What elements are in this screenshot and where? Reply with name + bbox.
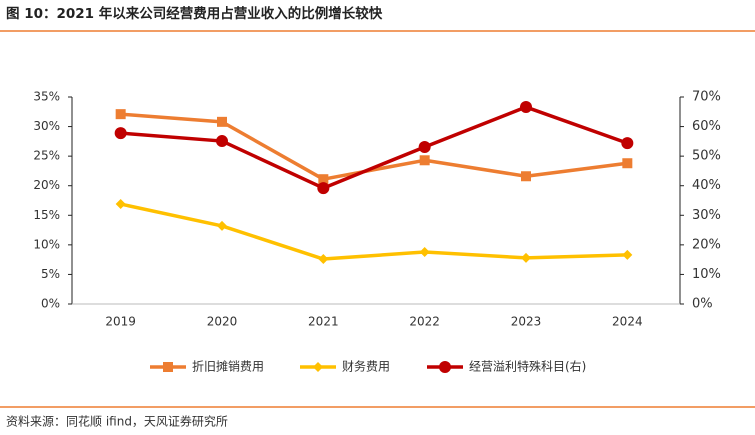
y-tick-label: 0% — [41, 297, 60, 311]
y2-tick-label: 50% — [692, 149, 721, 164]
y2-tick-label: 20% — [692, 237, 721, 252]
x-tick-label: 2020 — [207, 315, 238, 329]
y-tick-label: 5% — [41, 267, 60, 281]
marker-square — [318, 174, 329, 185]
marker-circle — [114, 127, 127, 140]
x-tick-label: 2024 — [612, 315, 643, 329]
marker-square — [521, 171, 531, 182]
marker-square — [163, 362, 173, 372]
marker-circle — [439, 361, 451, 373]
series-line — [120, 202, 628, 261]
marker-square — [115, 109, 126, 120]
marker-square — [419, 155, 430, 166]
y2-tick-label: 70% — [692, 90, 721, 105]
x-tick-label: 2019 — [105, 315, 136, 329]
source-note: 资料来源：同花顺 ifind，天风证券研究所 — [6, 414, 228, 429]
y-tick-label: 35% — [33, 90, 60, 104]
series-line — [120, 112, 628, 181]
y-tick-label: 10% — [33, 237, 60, 251]
marker-diamond — [115, 199, 126, 210]
marker-diamond — [622, 249, 633, 260]
y-tick-label: 15% — [33, 208, 60, 222]
series-line — [120, 105, 628, 190]
y2-tick-label: 10% — [692, 267, 721, 282]
y2-tick-label: 40% — [692, 178, 721, 193]
marker-circle — [317, 182, 330, 195]
marker-diamond — [313, 362, 323, 372]
marker-diamond — [318, 254, 329, 265]
y2-tick-label: 0% — [692, 297, 713, 312]
marker-circle — [621, 137, 634, 150]
x-tick-label: 2023 — [511, 315, 542, 329]
chart-title: 图 10：2021 年以来公司经营费用占营业收入的比例增长较快 — [6, 5, 383, 22]
marker-square — [622, 158, 633, 169]
marker-diamond — [217, 220, 227, 231]
marker-circle — [216, 135, 228, 148]
x-tick-label: 2022 — [409, 315, 440, 329]
y-tick-label: 25% — [33, 149, 60, 163]
marker-circle — [520, 101, 532, 114]
marker-diamond — [419, 246, 430, 257]
x-tick-label: 2021 — [308, 315, 339, 329]
y2-tick-label: 30% — [692, 208, 721, 223]
legend-label: 经营溢利特殊科目(右) — [469, 359, 586, 374]
legend-label: 折旧摊销费用 — [192, 359, 264, 374]
marker-circle — [418, 140, 431, 153]
y-tick-label: 30% — [33, 119, 60, 133]
marker-diamond — [521, 252, 531, 263]
y-tick-label: 20% — [33, 178, 60, 192]
y2-tick-label: 60% — [692, 119, 721, 134]
marker-square — [217, 116, 227, 127]
legend-label: 财务费用 — [342, 359, 390, 374]
